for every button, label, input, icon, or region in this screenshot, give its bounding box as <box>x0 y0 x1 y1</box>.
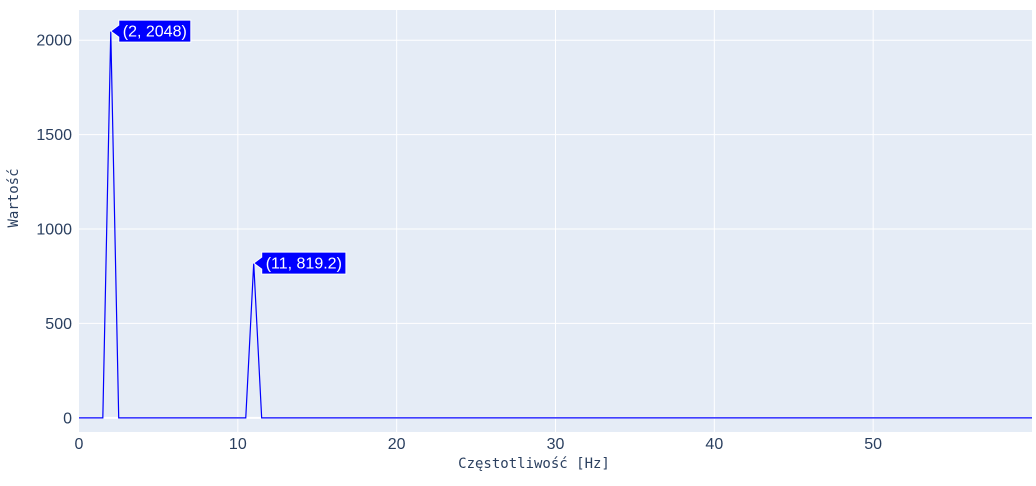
x-axis-title: Częstotliwość [Hz] <box>458 456 610 472</box>
x-tick-label: 30 <box>547 436 565 453</box>
series-layer <box>79 31 1032 419</box>
x-tick-label: 40 <box>705 436 723 453</box>
hover-label-text: (2, 2048) <box>123 24 187 41</box>
hover-label: (11, 819.2) <box>252 251 347 275</box>
hover-label-text: (11, 819.2) <box>266 256 342 273</box>
y-tick-label: 1000 <box>36 222 72 239</box>
y-tick-label: 1500 <box>36 127 72 144</box>
y-tick-label: 2000 <box>36 33 72 50</box>
x-gridlines <box>237 10 874 432</box>
x-tick-label: 0 <box>75 436 84 453</box>
x-tick-label: 10 <box>229 436 247 453</box>
x-tick-labels: 0 10 20 30 40 50 <box>75 436 883 453</box>
y-tick-label: 0 <box>63 410 72 427</box>
y-tick-labels: 0 500 1000 1500 2000 <box>36 33 72 428</box>
annotations: (2, 2048) (11, 819.2) <box>109 19 347 275</box>
y-tick-label: 500 <box>45 316 72 333</box>
hover-label-box <box>109 19 192 43</box>
hover-label: (2, 2048) <box>109 19 192 43</box>
x-tick-label: 50 <box>864 436 882 453</box>
hover-label-box <box>252 251 347 275</box>
y-axis-title: Wartość <box>6 168 22 227</box>
series-line <box>79 31 1032 419</box>
x-tick-label: 20 <box>388 436 406 453</box>
